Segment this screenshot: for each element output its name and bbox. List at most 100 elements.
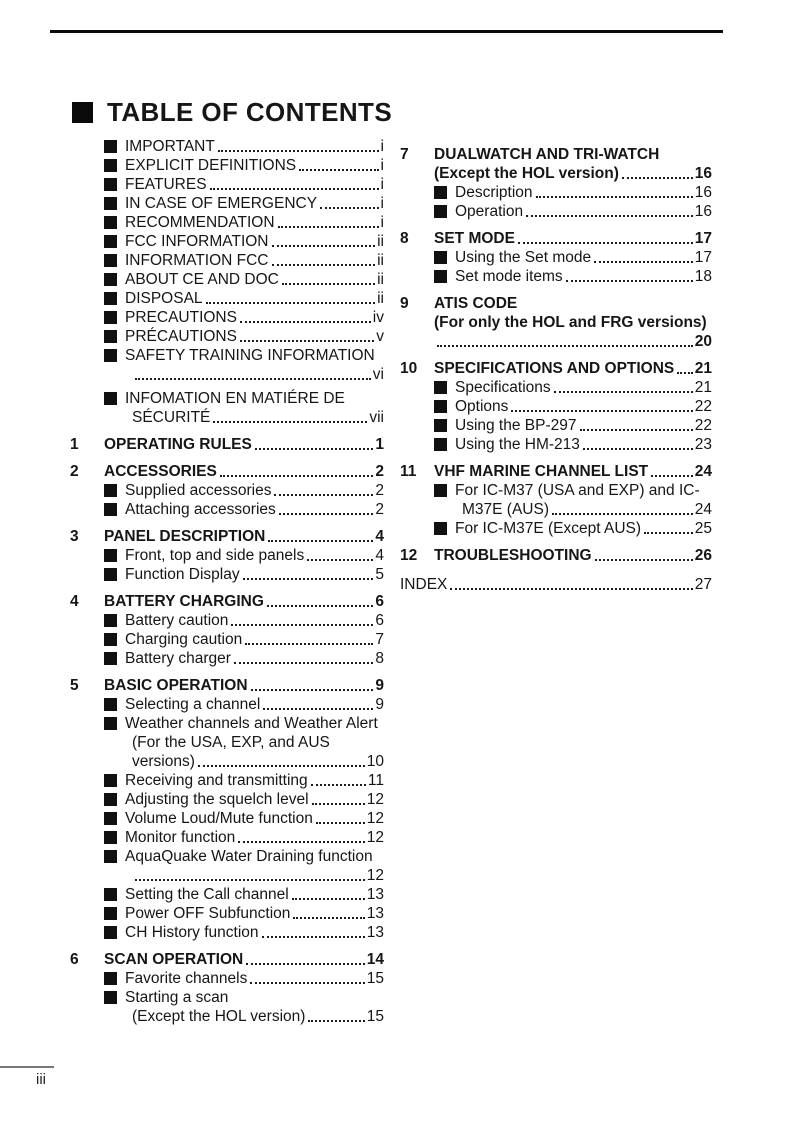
entry-text: For IC-M37E (Except AUS) <box>455 520 642 537</box>
top-rule <box>50 30 723 33</box>
entry-text: IMPORTANT <box>125 138 215 155</box>
title-square-icon <box>72 102 93 123</box>
page-ref: ii <box>377 252 384 269</box>
page-ref: vii <box>369 409 384 426</box>
dot-leader <box>579 429 693 431</box>
dot-leader <box>242 578 374 580</box>
square-bullet-icon <box>104 273 117 286</box>
dot-leader <box>320 207 379 209</box>
page-ref: i <box>380 214 384 231</box>
square-bullet-icon <box>104 484 117 497</box>
page-ref: 25 <box>694 520 712 537</box>
entry-text: SET MODE <box>434 230 515 247</box>
toc-line: Using the Set mode 17 <box>400 248 712 267</box>
entry-text: CH History function <box>125 924 259 941</box>
square-bullet-icon <box>104 292 117 305</box>
dot-leader <box>311 803 365 805</box>
entry-text: Volume Loud/Mute function <box>125 810 313 827</box>
page-ref: 18 <box>694 268 712 285</box>
entry-text: Function Display <box>125 566 240 583</box>
toc-line: Attaching accessories 2 <box>70 500 384 519</box>
dot-leader <box>565 280 693 282</box>
toc-entry-front: SAFETY TRAINING INFORMATION vi <box>70 346 384 384</box>
page-title-text: TABLE OF CONTENTS <box>107 97 393 127</box>
dot-leader <box>254 448 374 450</box>
toc-entry-section: 1 OPERATING RULES 1 <box>70 435 384 454</box>
toc-entry-sub: Supplied accessories 2 <box>70 481 384 500</box>
square-bullet-icon <box>104 972 117 985</box>
dot-leader <box>594 559 693 561</box>
entry-text: BASIC OPERATION <box>104 677 248 694</box>
toc-entry-section: 5 BASIC OPERATION 9 <box>70 676 384 695</box>
square-bullet-icon <box>104 850 117 863</box>
dot-leader <box>239 340 375 342</box>
toc-entry-front: IMPORTANT i <box>70 137 384 156</box>
page-title: TABLE OF CONTENTS <box>72 97 392 128</box>
toc-line: RECOMMENDATION i <box>70 213 384 232</box>
toc-line: IN CASE OF EMERGENCY i <box>70 194 384 213</box>
square-bullet-icon <box>104 831 117 844</box>
toc-line: 1 OPERATING RULES 1 <box>70 435 384 454</box>
toc-line: PRECAUTIONS iv <box>70 308 384 327</box>
square-bullet-icon <box>434 522 447 535</box>
dot-leader <box>315 822 365 824</box>
dot-leader <box>135 879 365 881</box>
page-ref: 14 <box>366 951 384 968</box>
toc-line: INDEX 27 <box>400 575 712 594</box>
toc-entry-sub: For IC-M37E (Except AUS) 25 <box>400 519 712 538</box>
page-ref: 4 <box>375 528 384 545</box>
page-ref: ii <box>377 233 384 250</box>
entry-text: Receiving and transmitting <box>125 772 308 789</box>
page-ref: 11 <box>367 772 384 789</box>
toc-entry-sub: Volume Loud/Mute function 12 <box>70 809 384 828</box>
dot-leader <box>271 264 376 266</box>
toc-entry-sub: Charging caution 7 <box>70 630 384 649</box>
entry-text: Starting a scan <box>125 989 229 1006</box>
toc-line: AquaQuake Water Draining function <box>70 847 384 866</box>
entry-text: Using the HM-213 <box>455 436 580 453</box>
square-bullet-icon <box>434 419 447 432</box>
toc-entry-front: PRÉCAUTIONS v <box>70 327 384 346</box>
toc-line: (For the USA, EXP, and AUS <box>70 733 384 752</box>
toc-line: Power OFF Subfunction 13 <box>70 904 384 923</box>
page-ref: 24 <box>694 501 712 518</box>
page-ref: 21 <box>694 379 712 396</box>
page-ref: 27 <box>694 576 712 593</box>
square-bullet-icon <box>104 717 117 730</box>
page-ref: 16 <box>694 184 712 201</box>
page-ref: 13 <box>366 905 384 922</box>
entry-text: RECOMMENDATION <box>125 214 275 231</box>
dot-leader <box>644 532 693 534</box>
page-ref: 12 <box>366 867 384 884</box>
toc-entry-front: IN CASE OF EMERGENCY i <box>70 194 384 213</box>
entry-text: Description <box>455 184 533 201</box>
dot-leader <box>197 765 365 767</box>
dot-leader <box>261 936 365 938</box>
toc-line: 3 PANEL DESCRIPTION 4 <box>70 527 384 546</box>
entry-text: Operation <box>455 203 524 220</box>
toc-line: Receiving and transmitting 11 <box>70 771 384 790</box>
dot-leader <box>677 372 693 374</box>
toc-line: For IC-M37 (USA and EXP) and IC- <box>400 481 712 500</box>
dot-leader <box>268 540 374 542</box>
entry-text: M37E (AUS) <box>462 501 549 518</box>
toc-line: Weather channels and Weather Alert <box>70 714 384 733</box>
toc-entry-front: ABOUT CE AND DOC ii <box>70 270 384 289</box>
entry-text: Front, top and side panels <box>125 547 305 564</box>
dot-leader <box>299 169 379 171</box>
dot-leader <box>553 391 693 393</box>
page-ref: 8 <box>375 650 384 667</box>
square-bullet-icon <box>434 270 447 283</box>
page-ref: ii <box>377 290 384 307</box>
square-bullet-icon <box>104 178 117 191</box>
square-bullet-icon <box>434 484 447 497</box>
entry-text: ATIS CODE <box>434 295 518 312</box>
dot-leader <box>209 188 379 190</box>
dot-leader <box>238 841 365 843</box>
toc-line: Monitor function 12 <box>70 828 384 847</box>
toc-line: Front, top and side panels 4 <box>70 546 384 565</box>
dot-leader <box>213 421 368 423</box>
section-number: 8 <box>400 230 409 247</box>
toc-line: DISPOSAL ii <box>70 289 384 308</box>
toc-entry-sub: Starting a scan (Except the HOL version) 1… <box>70 988 384 1026</box>
